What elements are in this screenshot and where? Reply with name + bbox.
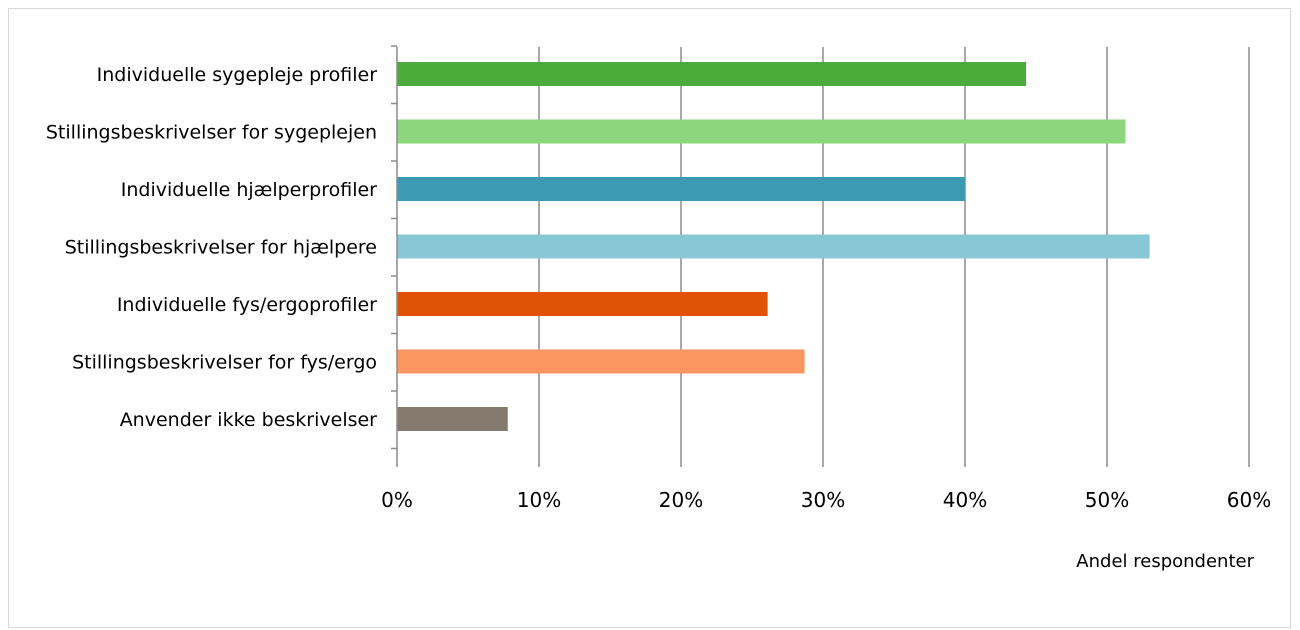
bar-3 — [397, 234, 1150, 259]
bars — [397, 62, 1150, 431]
x-tick-label-50: 50% — [1085, 488, 1129, 512]
category-label-0: Individuelle sygepleje profiler — [97, 64, 378, 86]
category-label-5: Stillingsbeskrivelser for fys/ergo — [72, 352, 377, 374]
bar-6 — [397, 407, 508, 431]
category-label-2: Individuelle hjælperprofiler — [121, 179, 377, 201]
x-axis-title: Andel respondenter — [1076, 551, 1254, 572]
x-tick-label-30: 30% — [801, 488, 845, 512]
x-tick-label-60: 60% — [1227, 488, 1271, 512]
bar-chart: 0% 10% 20% 30% 40% 50% 60% Individuelle sygeple… — [46, 45, 1271, 572]
axes — [391, 45, 398, 467]
bar-1 — [397, 119, 1126, 144]
chart-frame: 0% 10% 20% 30% 40% 50% 60% Individuelle sygeple… — [8, 8, 1291, 628]
bar-5 — [397, 349, 805, 374]
x-tick-label-40: 40% — [943, 488, 987, 512]
category-label-1: Stillingsbeskrivelser for sygeplejen — [46, 122, 377, 144]
bar-0 — [397, 62, 1027, 86]
labels: 0% 10% 20% 30% 40% 50% 60% Individuelle sygeple… — [46, 64, 1271, 512]
x-tick-label-20: 20% — [659, 488, 703, 512]
bar-4 — [397, 292, 768, 316]
category-label-3: Stillingsbeskrivelser for hjælpere — [65, 237, 377, 259]
x-tick-label-10: 10% — [517, 488, 561, 512]
x-tick-label-0: 0% — [381, 488, 413, 512]
category-label-4: Individuelle fys/ergoprofiler — [117, 294, 377, 316]
category-label-6: Anvender ikke beskrivelser — [120, 409, 377, 431]
bar-2 — [397, 177, 965, 201]
